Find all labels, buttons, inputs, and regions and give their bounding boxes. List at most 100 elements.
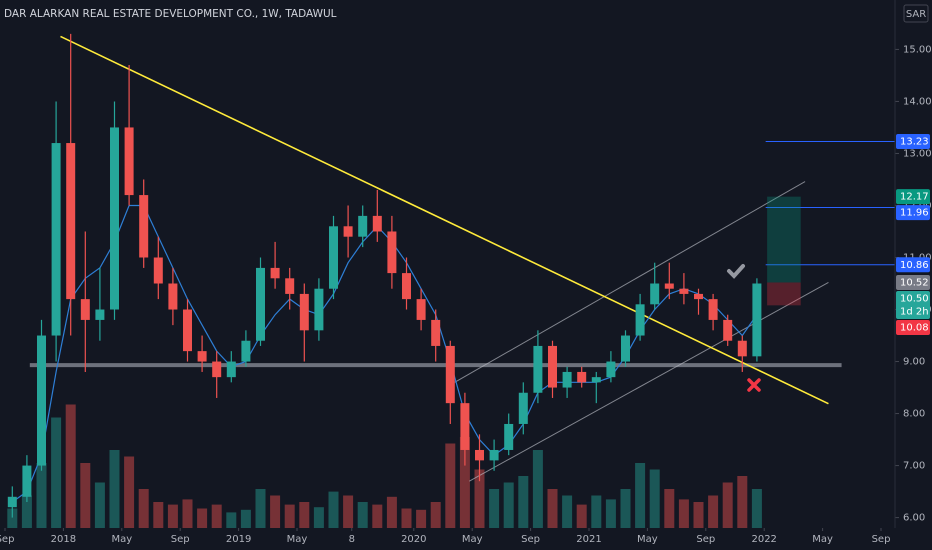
x-tick-label: May: [111, 534, 132, 545]
volume-bar: [649, 469, 660, 528]
candle-body: [51, 143, 61, 336]
volume-bar: [401, 508, 412, 528]
price-label-box: [896, 319, 930, 335]
target-zone: [767, 196, 801, 283]
candle-body: [621, 335, 630, 362]
axes: 6.007.008.009.0010.0011.0012.0013.0014.0…: [0, 44, 932, 545]
volume-bar: [255, 489, 266, 528]
candle-body: [533, 345, 543, 393]
volume-bar: [124, 456, 135, 528]
candle-body: [183, 309, 192, 352]
candle-body: [241, 340, 251, 362]
volume-bar: [503, 482, 514, 528]
y-tick-label: 13.00: [903, 148, 932, 159]
volume-bar: [211, 504, 222, 528]
candle-body: [372, 215, 382, 232]
candle-body: [650, 283, 660, 305]
candle-body: [139, 195, 149, 258]
x-tick-label: Sep: [171, 534, 190, 545]
price-label-box: [896, 189, 930, 205]
candle-body: [329, 226, 338, 289]
volume-bar: [605, 499, 616, 528]
candle-body: [212, 361, 222, 378]
price-label: 10.86: [900, 260, 929, 271]
y-tick-label: 15.00: [903, 44, 932, 55]
y-tick-label: 9.00: [903, 357, 925, 368]
candle-body: [256, 267, 265, 341]
trendline: [60, 35, 829, 405]
price-label-box: [896, 205, 930, 221]
x-tick-label: Sep: [521, 534, 540, 545]
price-label: 10.52: [900, 277, 929, 288]
volume-bar: [328, 491, 339, 528]
price-label: 11.96: [900, 208, 929, 219]
volume-bar: [240, 509, 251, 528]
volume-bar: [445, 443, 456, 528]
volume-bar: [489, 489, 500, 528]
volume-bar: [80, 463, 91, 528]
volume-bar: [664, 489, 675, 528]
volume-bar: [313, 507, 324, 528]
volume-bar: [299, 502, 310, 528]
volume-bar: [65, 404, 76, 528]
countdown-label: 1d 2h: [900, 306, 929, 317]
candle-body: [80, 299, 90, 320]
candle-body: [270, 267, 280, 279]
volume-bar: [751, 489, 762, 528]
volume-bar: [693, 502, 704, 528]
candle-body: [7, 496, 17, 508]
candle-body: [460, 403, 470, 450]
candle-body: [708, 299, 718, 320]
candle-body: [504, 423, 514, 450]
volume-bar: [737, 476, 748, 528]
volume-bar: [51, 417, 62, 528]
candle-body: [591, 377, 601, 383]
price-label: 10.50: [900, 293, 929, 304]
candle-body: [22, 465, 32, 497]
y-tick-label: 14.00: [903, 96, 932, 107]
volume-bar: [197, 508, 208, 528]
candle-body: [358, 215, 368, 237]
cross-icon: [747, 378, 761, 392]
volume-bar: [722, 482, 733, 528]
moving-average: [11, 204, 758, 503]
candle-body: [679, 288, 689, 294]
candle-body: [402, 273, 411, 300]
volume-bar: [226, 512, 237, 528]
volume-bar: [372, 504, 383, 528]
x-tick-label: 2022: [751, 534, 776, 545]
volume-bar: [386, 496, 397, 528]
volume-bar: [7, 508, 18, 528]
volume-bar: [270, 495, 281, 528]
x-tick-label: 2018: [51, 534, 76, 545]
volume-bar: [109, 450, 120, 528]
volume-bar: [284, 504, 295, 528]
currency: SAR: [906, 9, 926, 20]
chart-title: DAR ALARKAN REAL ESTATE DEVELOPMENT CO.,…: [4, 8, 337, 20]
x-tick-label: 2021: [576, 534, 601, 545]
price-label-box: [896, 274, 930, 290]
candle-body: [285, 278, 295, 294]
candle-body: [664, 283, 674, 289]
volume-bar: [357, 502, 368, 528]
x-tick-label: May: [812, 534, 833, 545]
candle-body: [635, 304, 645, 336]
candle-body: [37, 335, 46, 466]
candle-body: [445, 345, 455, 404]
volume-pane: [7, 404, 762, 528]
price-label-box: [896, 133, 930, 149]
candle-body: [153, 257, 163, 284]
x-tick-label: 2019: [226, 534, 251, 545]
volume-bar: [620, 489, 631, 528]
stop-zone: [767, 282, 801, 306]
volume-bar: [708, 495, 719, 528]
candle-body: [562, 371, 572, 388]
candle-body: [548, 345, 557, 388]
volume-bar: [532, 450, 543, 528]
volume-bar: [430, 502, 441, 528]
volume-bar: [21, 495, 32, 528]
currency-box: [903, 4, 929, 23]
price-label-box: [896, 257, 930, 273]
volume-bar: [36, 463, 47, 528]
